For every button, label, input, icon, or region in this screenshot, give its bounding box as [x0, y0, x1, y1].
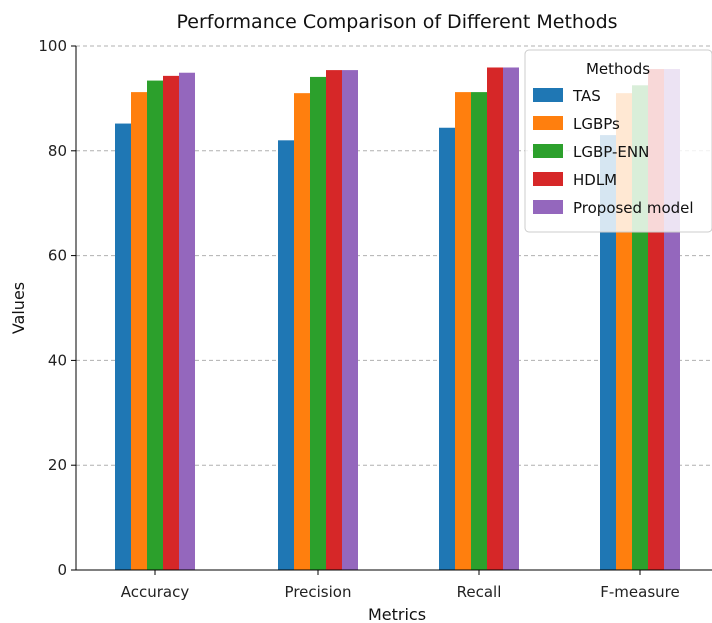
- y-tick-label: 60: [48, 247, 67, 265]
- bar-lgbp-enn-accuracy: [147, 80, 163, 571]
- bar-hdlm-precision: [326, 70, 342, 570]
- axes: [75, 46, 712, 571]
- y-tick-label: 80: [48, 142, 67, 160]
- x-ticks: Accuracy Precision Recall F-measure: [121, 570, 680, 601]
- x-axis-label: Metrics: [368, 605, 426, 623]
- legend-label: TAS: [572, 87, 601, 105]
- x-tick-label: Precision: [285, 583, 352, 601]
- bar-lgbps-recall: [455, 92, 471, 570]
- legend-swatch: [533, 116, 563, 130]
- bar-proposed-model-accuracy: [179, 72, 195, 570]
- legend-label: HDLM: [573, 171, 617, 189]
- x-tick-label: F-measure: [600, 583, 679, 601]
- y-axis-label: Values: [9, 282, 28, 334]
- bar-tas-recall: [439, 127, 455, 570]
- legend-swatch: [533, 172, 563, 186]
- legend: Methods TAS LGBPs LGBP-ENN HDLM Proposed mod…: [524, 49, 712, 233]
- legend-label: Proposed model: [573, 199, 694, 217]
- chart-title: Performance Comparison of Different Meth…: [176, 11, 617, 33]
- legend-title: Methods: [586, 60, 650, 78]
- bar-hdlm-recall: [487, 67, 503, 570]
- legend-label: LGBP-ENN: [573, 143, 649, 161]
- bar-lgbps-precision: [294, 93, 310, 570]
- legend-swatch: [533, 88, 563, 102]
- legend-box: [524, 49, 712, 233]
- bar-proposed-model-precision: [342, 70, 358, 570]
- bar-lgbp-enn-recall: [471, 92, 487, 570]
- bar-tas-accuracy: [115, 123, 131, 570]
- y-tick-label: 100: [38, 37, 67, 55]
- bar-tas-precision: [278, 140, 294, 570]
- bar-lgbps-accuracy: [131, 92, 147, 570]
- y-tick-label: 0: [57, 561, 67, 579]
- x-tick-label: Recall: [457, 583, 502, 601]
- legend-swatch: [533, 200, 563, 214]
- y-tick-label: 20: [48, 456, 67, 474]
- bar-tas-f-measure: [600, 135, 616, 570]
- x-tick-label: Accuracy: [121, 583, 190, 601]
- legend-label: LGBPs: [573, 115, 620, 133]
- bar-hdlm-accuracy: [163, 75, 179, 571]
- y-ticks: 0 20 40 60 80 100: [38, 37, 76, 579]
- bar-proposed-model-recall: [503, 67, 519, 570]
- y-tick-label: 40: [48, 351, 67, 369]
- legend-swatch: [533, 144, 563, 158]
- bar-lgbp-enn-precision: [310, 76, 326, 570]
